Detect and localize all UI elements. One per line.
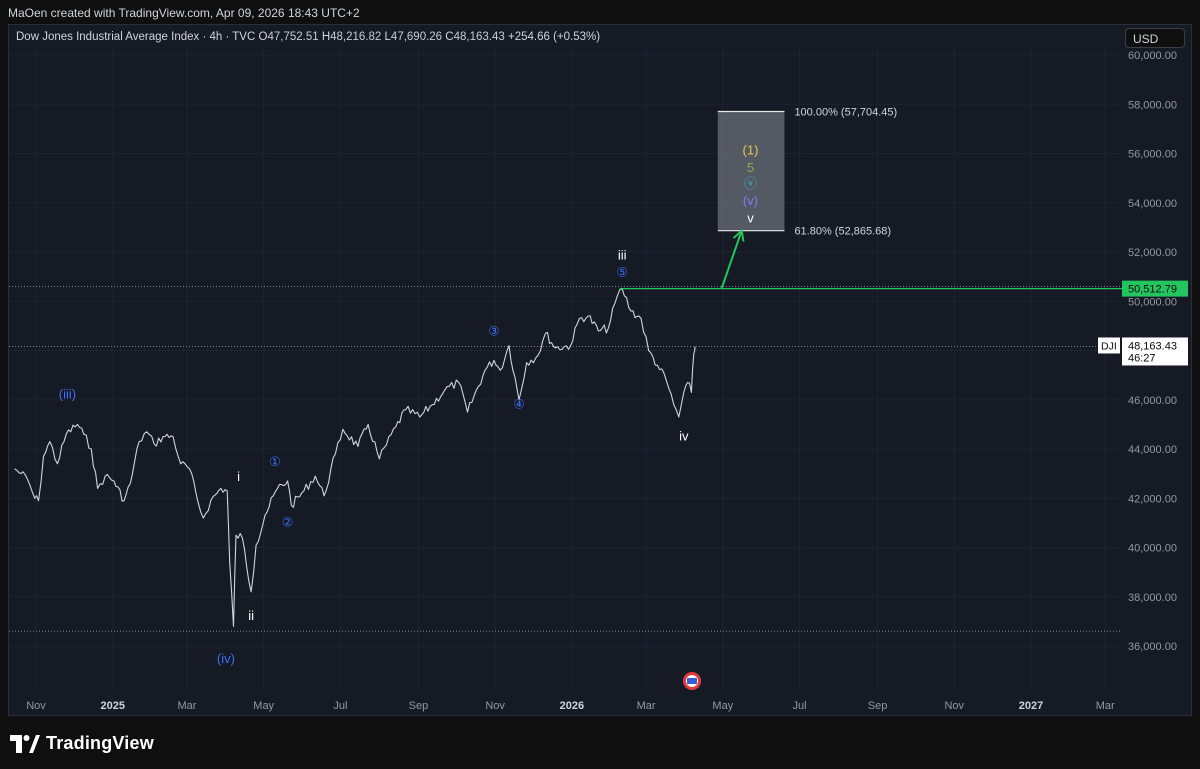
last-price-value: 48,163.43 bbox=[1128, 340, 1177, 352]
symbol-title[interactable]: Dow Jones Industrial Average Index · 4h … bbox=[16, 31, 256, 43]
bar-countdown: 46:27 bbox=[1128, 352, 1156, 364]
wave-label: (iv) bbox=[217, 651, 235, 666]
low-label: L bbox=[384, 31, 391, 43]
open-value: 47,752.51 bbox=[267, 31, 319, 43]
x-axis-tick-label: Nov bbox=[485, 700, 505, 712]
x-axis-tick-label: Mar bbox=[177, 700, 196, 712]
y-axis-tick-label: 52,000.00 bbox=[1128, 247, 1177, 259]
x-axis-tick-label: Sep bbox=[409, 700, 429, 712]
symbol-tag bbox=[1098, 337, 1120, 354]
x-axis-tick-label: 2026 bbox=[560, 700, 584, 712]
tradingview-logo: TradingView bbox=[10, 733, 154, 754]
last-price-tag bbox=[1122, 337, 1188, 366]
wave-label: (1) bbox=[743, 143, 759, 158]
projection-arrow-line[interactable] bbox=[720, 230, 743, 289]
wave-label: ④ bbox=[513, 396, 525, 411]
target-price-tag-label: 50,512.79 bbox=[1128, 284, 1177, 296]
y-axis-tick-label: 42,000.00 bbox=[1128, 493, 1177, 505]
y-axis-tick-label: 56,000.00 bbox=[1128, 149, 1177, 161]
x-axis-tick-label: 2025 bbox=[100, 700, 124, 712]
fib-label-100: 100.00% (57,704.45) bbox=[794, 107, 897, 119]
x-axis-tick-label: Mar bbox=[637, 700, 656, 712]
wave-label: ii bbox=[248, 608, 254, 623]
x-axis-tick-label: May bbox=[253, 700, 274, 712]
y-axis-tick-label: 54,000.00 bbox=[1128, 198, 1177, 210]
wave-label: ③ bbox=[488, 324, 500, 339]
x-axis-tick-label: 2027 bbox=[1019, 700, 1043, 712]
wave-label: ① bbox=[269, 454, 281, 469]
x-axis-tick-label: Nov bbox=[944, 700, 964, 712]
x-axis-tick-label: Mar bbox=[1096, 700, 1115, 712]
event-marker-flag bbox=[687, 678, 697, 684]
change-value: +254.66 (+0.53%) bbox=[507, 31, 601, 43]
high-value: 48,216.82 bbox=[330, 31, 382, 43]
wave-label: ⑤ bbox=[616, 265, 628, 280]
y-axis-tick-label: 38,000.00 bbox=[1128, 592, 1177, 604]
wave-label: (iii) bbox=[59, 387, 76, 402]
wave-label: v bbox=[747, 210, 754, 225]
x-axis-tick-label: Jul bbox=[793, 700, 807, 712]
x-axis-tick-label: Nov bbox=[26, 700, 46, 712]
y-axis-tick-label: 50,000.00 bbox=[1128, 296, 1177, 308]
target-box[interactable] bbox=[717, 111, 785, 231]
y-axis-tick-label: 44,000.00 bbox=[1128, 444, 1177, 456]
y-axis-tick-label: 58,000.00 bbox=[1128, 99, 1177, 111]
open-label: O bbox=[258, 31, 268, 43]
wave-label: (v) bbox=[743, 193, 758, 208]
currency-button[interactable]: USD bbox=[1125, 28, 1185, 48]
wave-label: ② bbox=[282, 515, 294, 530]
byline: MaOen created with TradingView.com, Apr … bbox=[8, 6, 360, 20]
projection-arrow-head[interactable] bbox=[732, 228, 745, 242]
symbol-tag-label: DJI bbox=[1101, 340, 1117, 352]
tradingview-logo-icon bbox=[10, 734, 40, 753]
tradingview-logo-text: TradingView bbox=[46, 733, 154, 753]
close-label: C bbox=[445, 31, 454, 43]
high-label: H bbox=[321, 31, 331, 43]
close-value: 48,163.43 bbox=[453, 31, 505, 43]
ohlc-legend: Dow Jones Industrial Average Index · 4h … bbox=[16, 31, 600, 43]
wave-label: i bbox=[237, 469, 240, 484]
low-value: 47,690.26 bbox=[390, 31, 443, 43]
wave-label: iv bbox=[679, 428, 689, 443]
target-price-tag bbox=[1122, 280, 1188, 297]
y-axis-tick-label: 46,000.00 bbox=[1128, 395, 1177, 407]
wave-label: ⓥ bbox=[744, 176, 757, 191]
y-axis-tick-label: 60,000.00 bbox=[1128, 50, 1177, 62]
x-axis-tick-label: Jul bbox=[333, 700, 347, 712]
price-series-line[interactable] bbox=[14, 288, 696, 627]
wave-label: iii bbox=[618, 247, 627, 262]
y-axis-tick-label: 36,000.00 bbox=[1128, 641, 1177, 653]
y-axis-tick-label: 40,000.00 bbox=[1128, 543, 1177, 555]
fib-label-618: 61.80% (52,865.68) bbox=[794, 226, 891, 238]
x-axis-tick-label: Sep bbox=[868, 700, 888, 712]
x-axis-tick-label: May bbox=[712, 700, 733, 712]
chart-frame[interactable] bbox=[8, 24, 1192, 716]
wave-label: 5 bbox=[747, 160, 754, 175]
